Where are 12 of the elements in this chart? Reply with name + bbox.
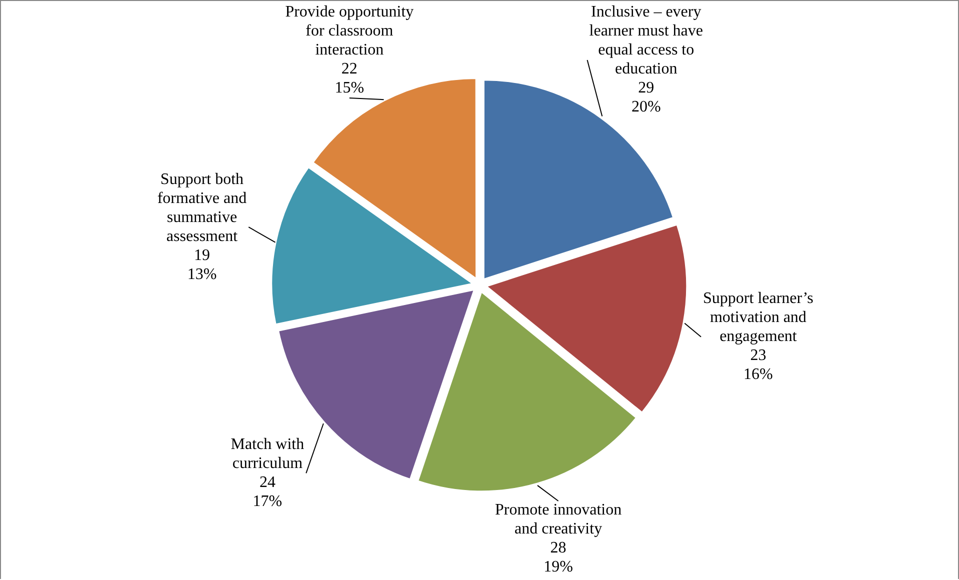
data-label: 24 17% [252,474,282,510]
data-label: 22 15% [334,60,364,97]
slice-label: Match with curriculum [230,436,304,472]
slice-label: Support learner’s motivation and engagement [703,290,814,346]
slice-label: Promote innovation and creativity [494,502,622,538]
slice-label: Provide opportunity for classroom interaction [285,4,414,59]
data-label: 19 13% [187,246,217,283]
slice-label: Inclusive – every learner must have equal access to education [589,4,704,78]
data-label: 23 16% [744,347,773,384]
data-label: 29 20% [631,80,661,116]
data-label: 28 19% [544,540,573,576]
slice-label: Support both formative and summative assessment [157,170,247,245]
